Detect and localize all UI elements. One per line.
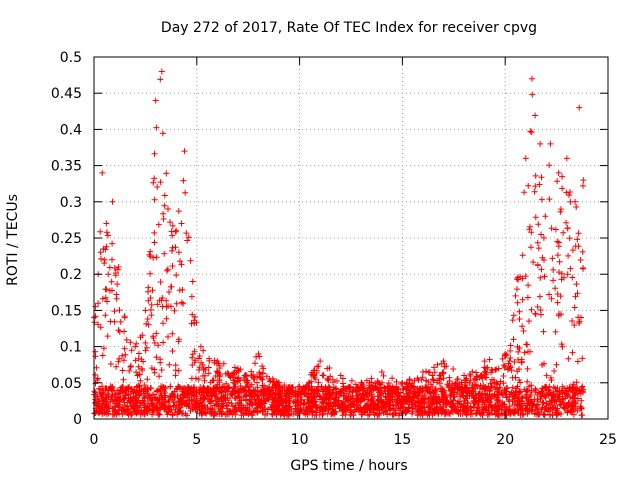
peak-point <box>296 383 303 390</box>
peak-point <box>109 198 116 205</box>
peak-point <box>547 140 554 147</box>
peak-point <box>255 350 262 357</box>
y-tick-label: 0.5 <box>60 50 82 66</box>
peak-point <box>142 307 149 314</box>
y-tick-label: 0 <box>73 412 82 428</box>
x-tick-label: 5 <box>192 432 201 448</box>
peak-point <box>115 263 122 270</box>
peak-point <box>358 379 365 386</box>
peak-point <box>537 140 544 147</box>
y-tick-label: 0.45 <box>51 86 82 102</box>
x-tick-label: 0 <box>90 432 99 448</box>
peak-point <box>103 220 110 227</box>
x-tick-label: 25 <box>599 432 617 448</box>
x-tick-label: 10 <box>291 432 309 448</box>
peak-point <box>399 379 406 386</box>
peak-point <box>132 343 139 350</box>
peak-point <box>440 358 447 365</box>
x-axis-title: GPS time / hours <box>290 458 407 474</box>
y-tick-label: 0.3 <box>60 195 82 211</box>
peak-point <box>234 365 241 372</box>
y-tick-label: 0.05 <box>51 376 82 392</box>
peak-point <box>563 155 570 162</box>
x-tick-label: 20 <box>496 432 514 448</box>
peak-point <box>189 278 196 285</box>
y-tick-labels: 0 0.05 0.1 0.15 0.2 0.25 0.3 0.35 0.4 0.45 0.5 <box>51 50 82 428</box>
peak-point <box>197 343 204 350</box>
peak-point <box>337 372 344 379</box>
axis-ticks <box>93 56 609 420</box>
peak-point <box>214 358 221 365</box>
scatter-markers <box>91 76 587 419</box>
peak-point <box>580 177 587 184</box>
peak-point <box>276 379 283 386</box>
peak-point <box>576 104 583 111</box>
peak-point <box>419 368 426 375</box>
peak-point <box>165 206 172 213</box>
y-axis-title: ROTI / TECUs <box>5 194 21 286</box>
peak-point <box>528 75 535 82</box>
peak-point <box>481 358 488 365</box>
peak-point <box>121 314 128 321</box>
peak-point <box>555 169 562 176</box>
y-tick-label: 0.4 <box>60 122 82 138</box>
peak-point <box>173 227 180 234</box>
peak-point <box>158 68 165 75</box>
peak-point <box>181 148 188 155</box>
peak-point <box>461 372 468 379</box>
peak-point <box>522 155 529 162</box>
y-tick-label: 0.25 <box>51 231 82 247</box>
y-tick-label: 0.15 <box>51 303 82 319</box>
peak-point <box>512 292 519 299</box>
peak-point <box>572 198 579 205</box>
y-tick-label: 0.2 <box>60 267 82 283</box>
peak-point <box>317 358 324 365</box>
peak-point <box>99 169 106 176</box>
data-points <box>91 68 587 419</box>
y-tick-label: 0.35 <box>51 159 82 175</box>
peak-point <box>152 97 159 104</box>
peak-point <box>378 368 385 375</box>
y-tick-label: 0.1 <box>60 340 82 356</box>
x-tick-labels: 0 5 10 15 20 25 <box>90 432 617 448</box>
x-tick-label: 15 <box>393 432 411 448</box>
chart-title: Day 272 of 2017, Rate Of TEC Index for r… <box>161 20 537 36</box>
peak-point <box>502 350 509 357</box>
